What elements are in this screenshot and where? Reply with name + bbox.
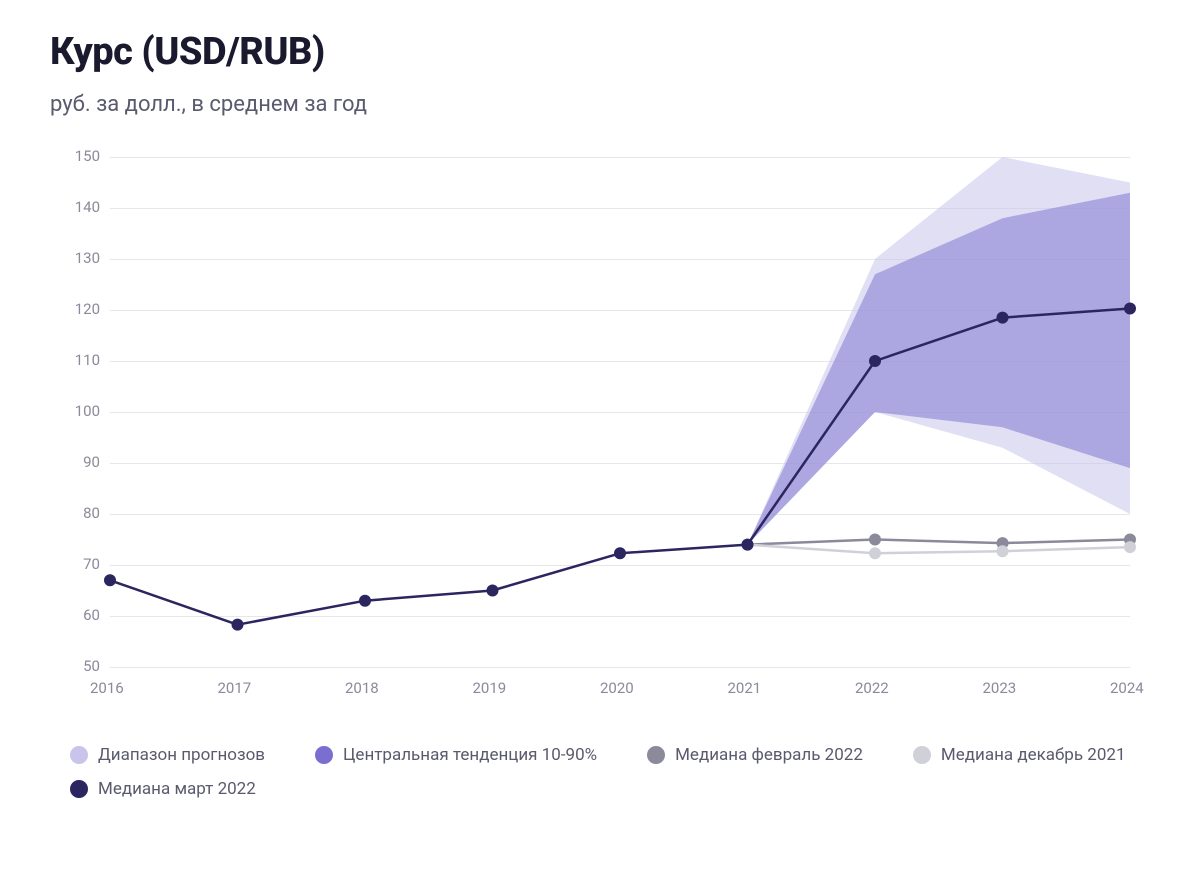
legend-label: Медиана декабрь 2021 — [941, 745, 1126, 765]
median-dec-2021-marker — [1124, 541, 1136, 553]
median-dec-2021-marker — [997, 545, 1009, 557]
median-dec-2021-marker — [869, 547, 881, 559]
x-axis-tick-label: 2022 — [855, 679, 889, 697]
chart-title: Курс (USD/RUB) — [50, 30, 1160, 74]
median-mar-2022-marker — [742, 539, 754, 551]
median-mar-2022-marker — [1124, 302, 1136, 314]
legend-item: Центральная тенденция 10-90% — [315, 745, 597, 765]
median-mar-2022-marker — [614, 547, 626, 559]
chart-legend: Диапазон прогнозов Центральная тенденция … — [50, 745, 1160, 799]
x-axis-tick-label: 2017 — [218, 679, 252, 697]
legend-swatch — [70, 780, 88, 798]
x-axis-tick-label: 2020 — [600, 679, 634, 697]
legend-item: Медиана март 2022 — [70, 779, 256, 799]
legend-swatch — [315, 746, 333, 764]
legend-swatch — [647, 746, 665, 764]
chart-subtitle: руб. за долл., в среднем за год — [50, 92, 1160, 117]
legend-swatch — [913, 746, 931, 764]
chart-plot-area: 5060708090100110120130140150201620172018… — [50, 147, 1150, 717]
x-axis-tick-label: 2018 — [345, 679, 379, 697]
chart-container: Курс (USD/RUB) руб. за долл., в среднем … — [0, 0, 1200, 869]
legend-item: Медиана февраль 2022 — [647, 745, 863, 765]
legend-item: Медиана декабрь 2021 — [913, 745, 1126, 765]
median-mar-2022-marker — [869, 355, 881, 367]
x-axis-tick-label: 2019 — [473, 679, 507, 697]
legend-label: Диапазон прогнозов — [98, 745, 265, 765]
x-axis-tick-label: 2023 — [983, 679, 1017, 697]
median-feb-2022-line — [748, 540, 1131, 545]
chart-svg — [50, 147, 1160, 677]
legend-label: Медиана февраль 2022 — [675, 745, 863, 765]
median-dec-2021-line — [748, 545, 1131, 554]
median-mar-2022-marker — [359, 595, 371, 607]
legend-swatch — [70, 746, 88, 764]
x-axis-tick-label: 2024 — [1110, 679, 1144, 697]
median-mar-2022-marker — [232, 619, 244, 631]
median-mar-2022-marker — [104, 574, 116, 586]
median-mar-2022-marker — [997, 312, 1009, 324]
x-axis-tick-label: 2016 — [90, 679, 124, 697]
legend-label: Медиана март 2022 — [98, 779, 256, 799]
median-feb-2022-marker — [869, 534, 881, 546]
legend-item: Диапазон прогнозов — [70, 745, 265, 765]
legend-label: Центральная тенденция 10-90% — [343, 745, 597, 765]
median-mar-2022-marker — [487, 585, 499, 597]
x-axis-tick-label: 2021 — [728, 679, 762, 697]
